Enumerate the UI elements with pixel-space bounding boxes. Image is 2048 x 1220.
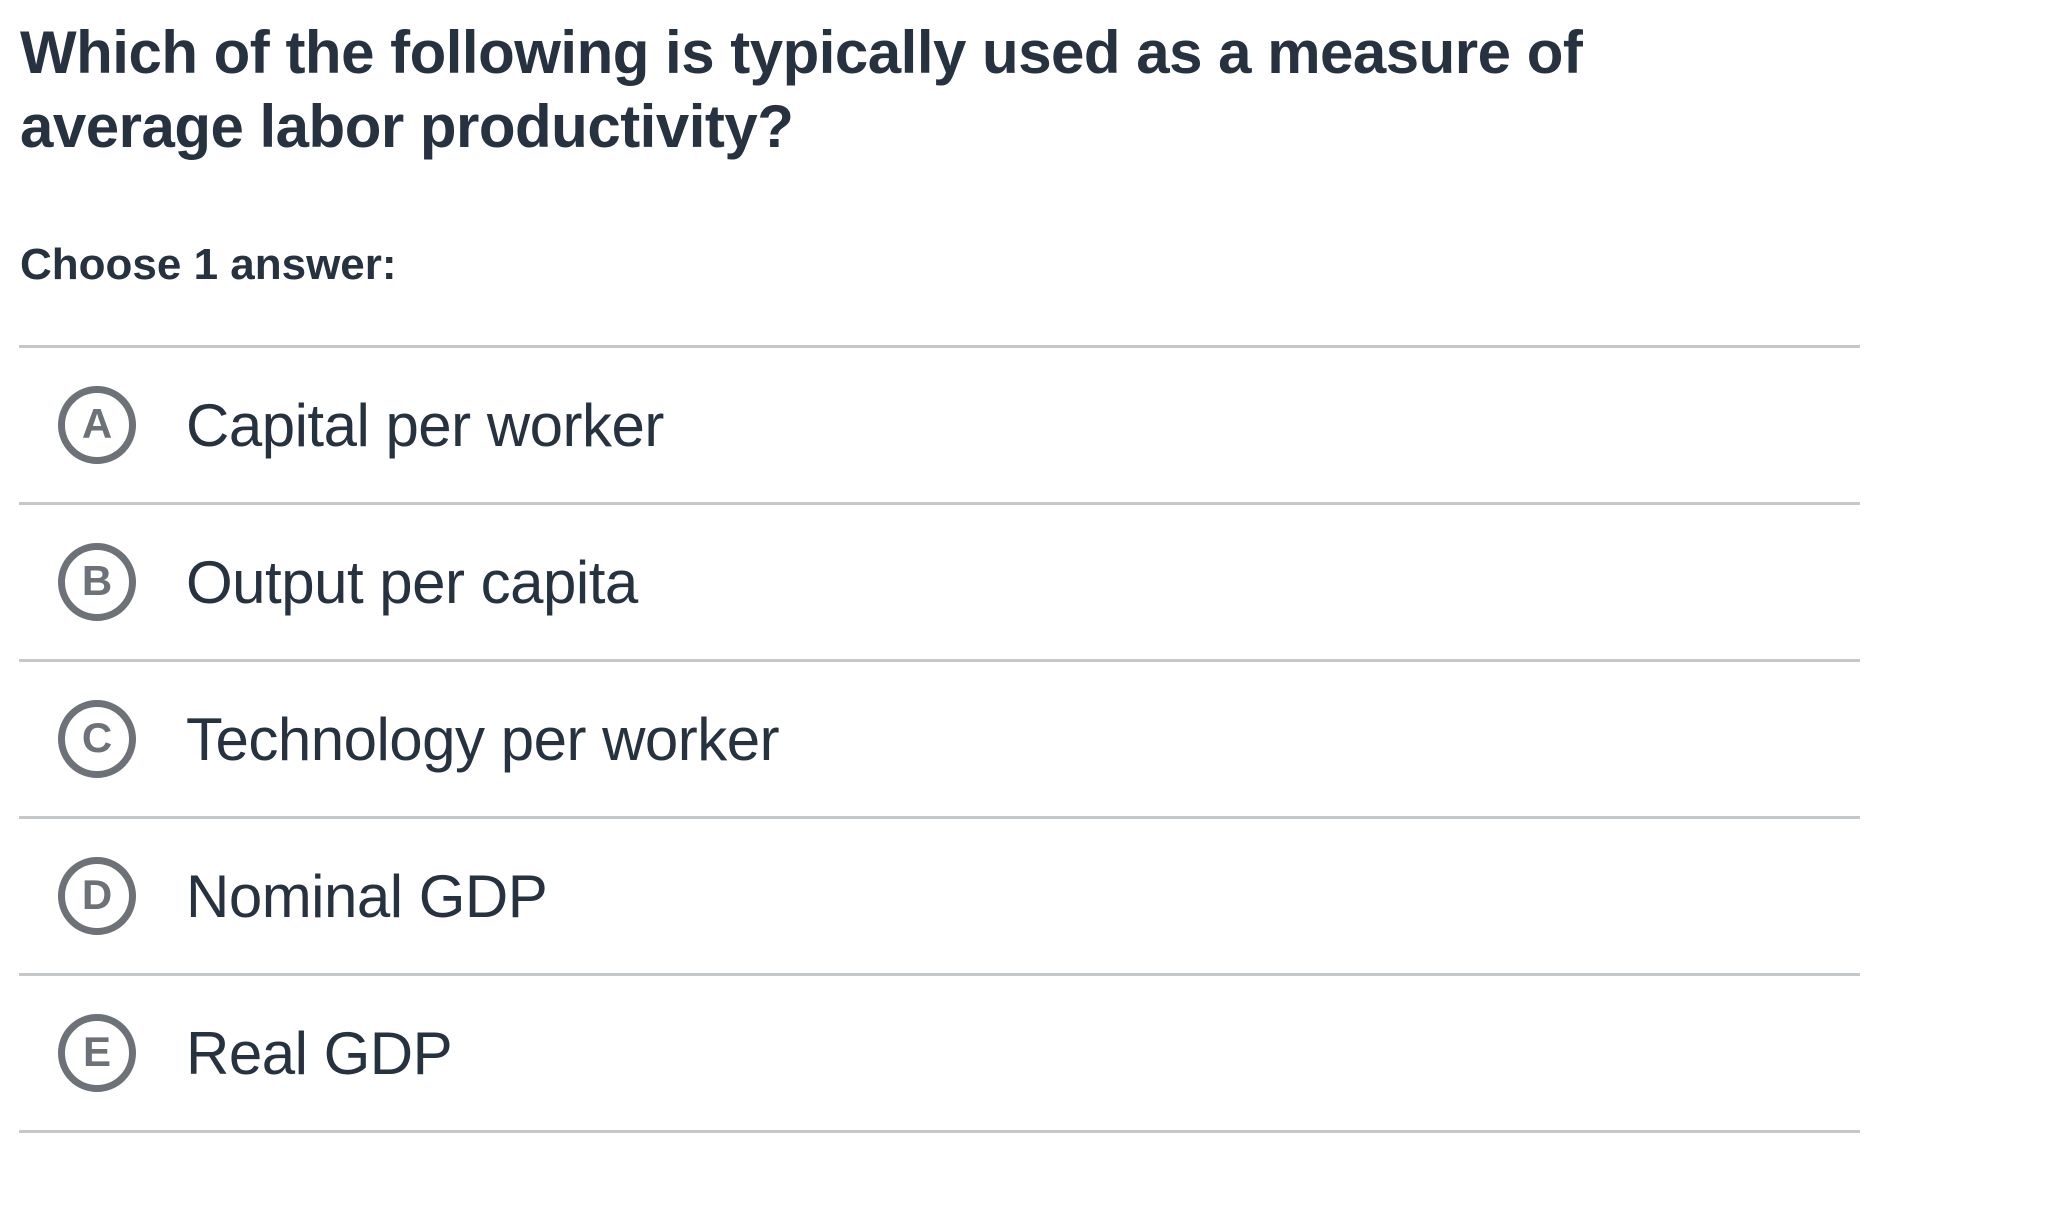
answer-options-list: A Capital per worker B Output per capita…: [19, 345, 1860, 1133]
radio-circle-c-icon[interactable]: C: [58, 700, 136, 778]
radio-circle-d-icon[interactable]: D: [58, 857, 136, 935]
answer-option-d[interactable]: D Nominal GDP: [19, 816, 1860, 973]
option-label: Output per capita: [186, 548, 638, 616]
option-letter: D: [81, 871, 113, 918]
option-label: Capital per worker: [186, 391, 664, 459]
option-letter: A: [81, 400, 113, 447]
option-letter: E: [82, 1028, 111, 1075]
option-label: Real GDP: [186, 1019, 453, 1087]
radio-circle-e-icon[interactable]: E: [58, 1014, 136, 1092]
radio-circle-a-icon[interactable]: A: [58, 386, 136, 464]
answer-option-b[interactable]: B Output per capita: [19, 502, 1860, 659]
option-letter: C: [81, 714, 113, 761]
choose-answer-label: Choose 1 answer:: [20, 240, 397, 289]
question-title: Which of the following is typically used…: [20, 19, 1583, 160]
answer-option-c[interactable]: C Technology per worker: [19, 659, 1860, 816]
answer-option-e[interactable]: E Real GDP: [19, 973, 1860, 1133]
option-letter: B: [81, 557, 113, 604]
radio-circle-b-icon[interactable]: B: [58, 543, 136, 621]
answer-option-a[interactable]: A Capital per worker: [19, 345, 1860, 502]
option-label: Nominal GDP: [186, 862, 548, 930]
option-label: Technology per worker: [186, 705, 780, 773]
